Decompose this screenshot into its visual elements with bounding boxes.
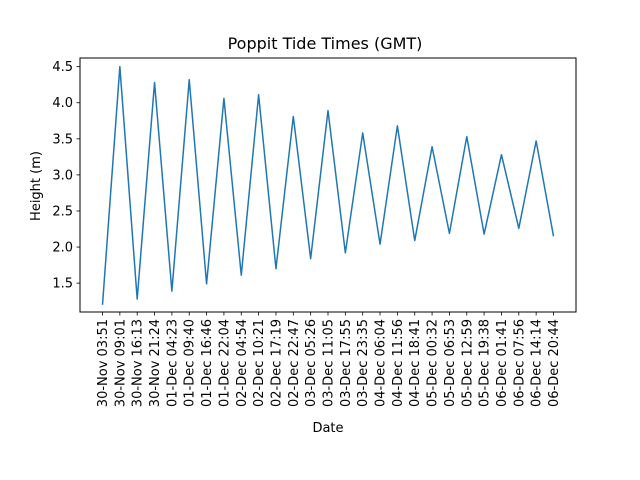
x-tick-label: 01-Dec 22:04 (217, 319, 232, 407)
x-tick-label: 05-Dec 12:59 (460, 319, 475, 407)
x-axis: 30-Nov 03:51 30-Nov 09:01 30-Nov 16:13 30-N… (96, 312, 562, 407)
chart-title: Poppit Tide Times (GMT) (228, 34, 423, 53)
x-tick-label: 03-Dec 23:35 (356, 319, 371, 407)
x-tick-label: 06-Dec 14:14 (530, 319, 545, 407)
y-tick-label: 4.0 (52, 96, 73, 111)
x-tick-label: 05-Dec 19:38 (478, 319, 493, 407)
x-tick-label: 30-Nov 09:01 (113, 319, 128, 407)
x-tick-label: 01-Dec 16:46 (200, 319, 215, 407)
x-tick-label: 02-Dec 10:21 (252, 319, 267, 407)
x-tick-label: 03-Dec 05:26 (304, 319, 319, 407)
x-tick-label: 30-Nov 16:13 (131, 319, 146, 407)
x-axis-label: Date (312, 421, 343, 436)
plot-area (101, 65, 555, 305)
x-tick-label: 01-Dec 04:23 (165, 319, 180, 407)
x-tick-label: 02-Dec 22:47 (287, 319, 302, 407)
x-tick-label: 02-Dec 17:19 (269, 319, 284, 407)
y-tick-label: 3.0 (52, 168, 73, 183)
y-axis: 1.5 2.0 2.5 3.0 3.5 4.0 4.5 (52, 60, 80, 292)
y-tick-label: 2.5 (52, 204, 73, 219)
x-tick-label: 03-Dec 11:05 (322, 319, 337, 407)
x-tick-label: 05-Dec 06:53 (443, 319, 458, 407)
x-tick-label: 30-Nov 03:51 (96, 319, 111, 407)
y-tick-label: 3.5 (52, 132, 73, 147)
x-tick-label: 06-Dec 07:56 (512, 319, 527, 407)
y-tick-label: 2.0 (52, 241, 73, 256)
x-tick-label: 06-Dec 01:41 (495, 319, 510, 407)
x-tick-label: 04-Dec 18:41 (408, 319, 423, 407)
x-tick-label: 04-Dec 11:56 (391, 319, 406, 407)
y-tick-label: 4.5 (52, 60, 73, 75)
x-tick-label: 02-Dec 04:54 (235, 319, 250, 407)
x-tick-label: 05-Dec 00:32 (426, 319, 441, 407)
x-tick-label: 01-Dec 09:40 (183, 319, 198, 407)
y-axis-label: Height (m) (29, 151, 44, 221)
x-tick-label: 30-Nov 21:24 (148, 319, 163, 407)
x-tick-label: 04-Dec 06:04 (374, 319, 389, 407)
x-tick-label: 06-Dec 20:44 (547, 319, 562, 407)
plot-frame (79, 57, 577, 313)
x-tick-label: 03-Dec 17:55 (339, 319, 354, 407)
y-tick-label: 1.5 (52, 277, 73, 292)
